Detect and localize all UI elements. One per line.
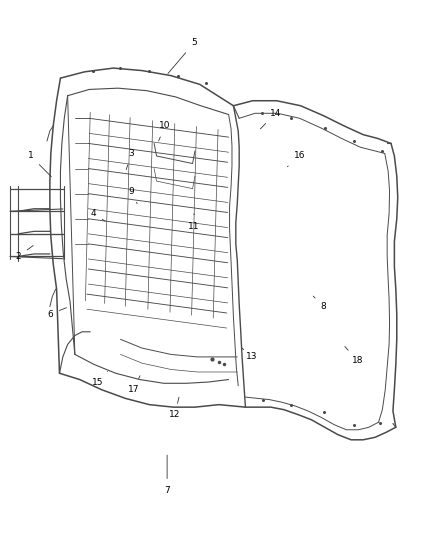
Text: 15: 15 [92,372,108,386]
Text: 12: 12 [169,397,180,419]
Text: 18: 18 [345,346,363,365]
Text: 9: 9 [129,187,137,204]
Text: 6: 6 [47,308,67,319]
Text: 11: 11 [188,214,200,231]
Text: 8: 8 [313,296,327,311]
Text: 2: 2 [15,246,33,261]
Text: 1: 1 [28,151,51,176]
Text: 10: 10 [159,122,171,141]
Text: 17: 17 [128,376,140,394]
Text: 5: 5 [168,38,197,74]
Text: 14: 14 [260,109,281,129]
Text: 13: 13 [242,348,258,361]
Text: 16: 16 [287,151,305,167]
Text: 3: 3 [126,149,134,169]
Text: 4: 4 [90,209,105,221]
Text: 7: 7 [164,455,170,495]
